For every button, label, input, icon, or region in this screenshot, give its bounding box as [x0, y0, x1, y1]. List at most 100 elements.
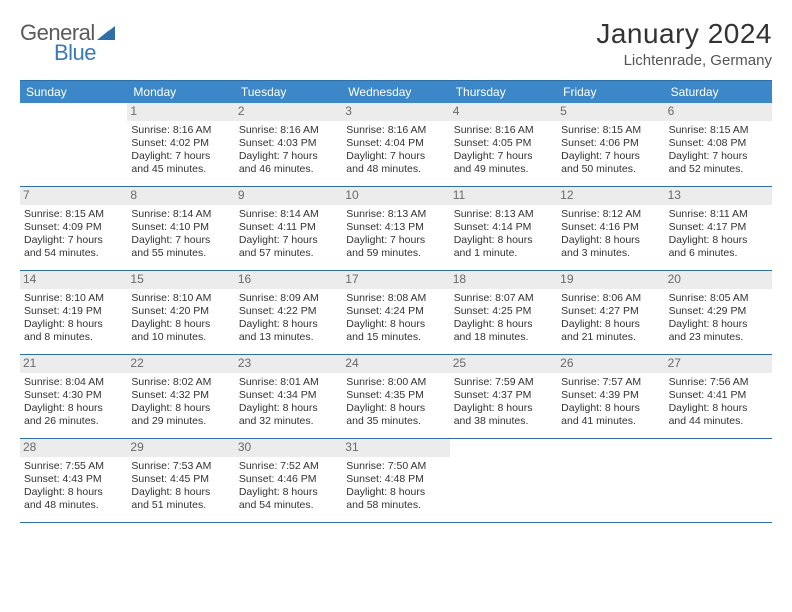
daylight-line2: and 57 minutes. — [239, 247, 338, 260]
calendar-cell-blank — [665, 439, 772, 523]
day-number: 25 — [450, 355, 557, 373]
sunrise-line: Sunrise: 7:56 AM — [669, 376, 768, 389]
sunrise-line: Sunrise: 8:14 AM — [239, 208, 338, 221]
calendar-cell: 25Sunrise: 7:59 AMSunset: 4:37 PMDayligh… — [450, 355, 557, 439]
daylight-line1: Daylight: 7 hours — [239, 234, 338, 247]
sunset-line: Sunset: 4:05 PM — [454, 137, 553, 150]
calendar-cell: 19Sunrise: 8:06 AMSunset: 4:27 PMDayligh… — [557, 271, 664, 355]
day-number: 31 — [342, 439, 449, 457]
daylight-line2: and 59 minutes. — [346, 247, 445, 260]
sunrise-line: Sunrise: 8:05 AM — [669, 292, 768, 305]
page-title: January 2024 — [596, 18, 772, 50]
day-number: 20 — [665, 271, 772, 289]
day-header: Monday — [127, 81, 234, 103]
daylight-line1: Daylight: 8 hours — [669, 318, 768, 331]
sunset-line: Sunset: 4:03 PM — [239, 137, 338, 150]
sunset-line: Sunset: 4:16 PM — [561, 221, 660, 234]
daylight-line1: Daylight: 7 hours — [454, 150, 553, 163]
day-number: 15 — [127, 271, 234, 289]
sunrise-line: Sunrise: 8:16 AM — [454, 124, 553, 137]
sunset-line: Sunset: 4:41 PM — [669, 389, 768, 402]
day-number: 5 — [557, 103, 664, 121]
day-number: 17 — [342, 271, 449, 289]
day-number: 24 — [342, 355, 449, 373]
daylight-line1: Daylight: 8 hours — [561, 318, 660, 331]
day-header: Saturday — [665, 81, 772, 103]
daylight-line1: Daylight: 7 hours — [669, 150, 768, 163]
sunrise-line: Sunrise: 8:10 AM — [131, 292, 230, 305]
day-number: 21 — [20, 355, 127, 373]
daylight-line2: and 23 minutes. — [669, 331, 768, 344]
daylight-line2: and 35 minutes. — [346, 415, 445, 428]
calendar-cell: 16Sunrise: 8:09 AMSunset: 4:22 PMDayligh… — [235, 271, 342, 355]
sunset-line: Sunset: 4:10 PM — [131, 221, 230, 234]
calendar-cell: 4 Sunrise: 8:16 AMSunset: 4:05 PMDaylight… — [450, 103, 557, 187]
sunset-line: Sunset: 4:22 PM — [239, 305, 338, 318]
sunset-line: Sunset: 4:04 PM — [346, 137, 445, 150]
sunset-line: Sunset: 4:09 PM — [24, 221, 123, 234]
daylight-line1: Daylight: 8 hours — [561, 234, 660, 247]
calendar-cell: 14Sunrise: 8:10 AMSunset: 4:19 PMDayligh… — [20, 271, 127, 355]
calendar-cell: 30Sunrise: 7:52 AMSunset: 4:46 PMDayligh… — [235, 439, 342, 523]
day-number: 19 — [557, 271, 664, 289]
calendar-cell: 8Sunrise: 8:14 AMSunset: 4:10 PMDaylight… — [127, 187, 234, 271]
daylight-line2: and 48 minutes. — [346, 163, 445, 176]
sunrise-line: Sunrise: 8:15 AM — [24, 208, 123, 221]
daylight-line1: Daylight: 7 hours — [24, 234, 123, 247]
day-number: 28 — [20, 439, 127, 457]
daylight-line2: and 45 minutes. — [131, 163, 230, 176]
calendar-cell: 17Sunrise: 8:08 AMSunset: 4:24 PMDayligh… — [342, 271, 449, 355]
calendar-cell: 23Sunrise: 8:01 AMSunset: 4:34 PMDayligh… — [235, 355, 342, 439]
day-number: 1 — [127, 103, 234, 121]
daylight-line2: and 1 minute. — [454, 247, 553, 260]
sunrise-line: Sunrise: 8:16 AM — [131, 124, 230, 137]
sunset-line: Sunset: 4:45 PM — [131, 473, 230, 486]
calendar-cell: 28Sunrise: 7:55 AMSunset: 4:43 PMDayligh… — [20, 439, 127, 523]
day-number: 29 — [127, 439, 234, 457]
sunrise-line: Sunrise: 8:15 AM — [561, 124, 660, 137]
day-number: 13 — [665, 187, 772, 205]
daylight-line2: and 21 minutes. — [561, 331, 660, 344]
daylight-line1: Daylight: 8 hours — [454, 318, 553, 331]
daylight-line1: Daylight: 7 hours — [239, 150, 338, 163]
calendar-cell: 12Sunrise: 8:12 AMSunset: 4:16 PMDayligh… — [557, 187, 664, 271]
day-number: 2 — [235, 103, 342, 121]
daylight-line2: and 26 minutes. — [24, 415, 123, 428]
day-header: Sunday — [20, 81, 127, 103]
daylight-line2: and 13 minutes. — [239, 331, 338, 344]
daylight-line2: and 32 minutes. — [239, 415, 338, 428]
daylight-line1: Daylight: 8 hours — [454, 402, 553, 415]
logo: General Blue — [20, 18, 115, 72]
daylight-line2: and 6 minutes. — [669, 247, 768, 260]
daylight-line2: and 49 minutes. — [454, 163, 553, 176]
day-number: 10 — [342, 187, 449, 205]
sunset-line: Sunset: 4:34 PM — [239, 389, 338, 402]
daylight-line2: and 44 minutes. — [669, 415, 768, 428]
daylight-line1: Daylight: 8 hours — [669, 234, 768, 247]
daylight-line1: Daylight: 8 hours — [239, 402, 338, 415]
daylight-line2: and 58 minutes. — [346, 499, 445, 512]
daylight-line2: and 54 minutes. — [239, 499, 338, 512]
logo-text: General Blue — [20, 20, 115, 72]
daylight-line2: and 41 minutes. — [561, 415, 660, 428]
day-number: 4 — [450, 103, 557, 121]
calendar-cell-blank — [557, 439, 664, 523]
day-header: Tuesday — [235, 81, 342, 103]
calendar-cell: 13Sunrise: 8:11 AMSunset: 4:17 PMDayligh… — [665, 187, 772, 271]
daylight-line1: Daylight: 8 hours — [24, 318, 123, 331]
daylight-line2: and 55 minutes. — [131, 247, 230, 260]
daylight-line2: and 54 minutes. — [24, 247, 123, 260]
day-number: 22 — [127, 355, 234, 373]
daylight-line2: and 29 minutes. — [131, 415, 230, 428]
day-header: Wednesday — [342, 81, 449, 103]
sunset-line: Sunset: 4:13 PM — [346, 221, 445, 234]
calendar-cell: 5Sunrise: 8:15 AMSunset: 4:06 PMDaylight… — [557, 103, 664, 187]
calendar-cell: 11Sunrise: 8:13 AMSunset: 4:14 PMDayligh… — [450, 187, 557, 271]
daylight-line1: Daylight: 8 hours — [24, 486, 123, 499]
calendar-cell: 10Sunrise: 8:13 AMSunset: 4:13 PMDayligh… — [342, 187, 449, 271]
sunrise-line: Sunrise: 8:09 AM — [239, 292, 338, 305]
sunset-line: Sunset: 4:14 PM — [454, 221, 553, 234]
daylight-line2: and 50 minutes. — [561, 163, 660, 176]
sunrise-line: Sunrise: 8:07 AM — [454, 292, 553, 305]
sunset-line: Sunset: 4:25 PM — [454, 305, 553, 318]
